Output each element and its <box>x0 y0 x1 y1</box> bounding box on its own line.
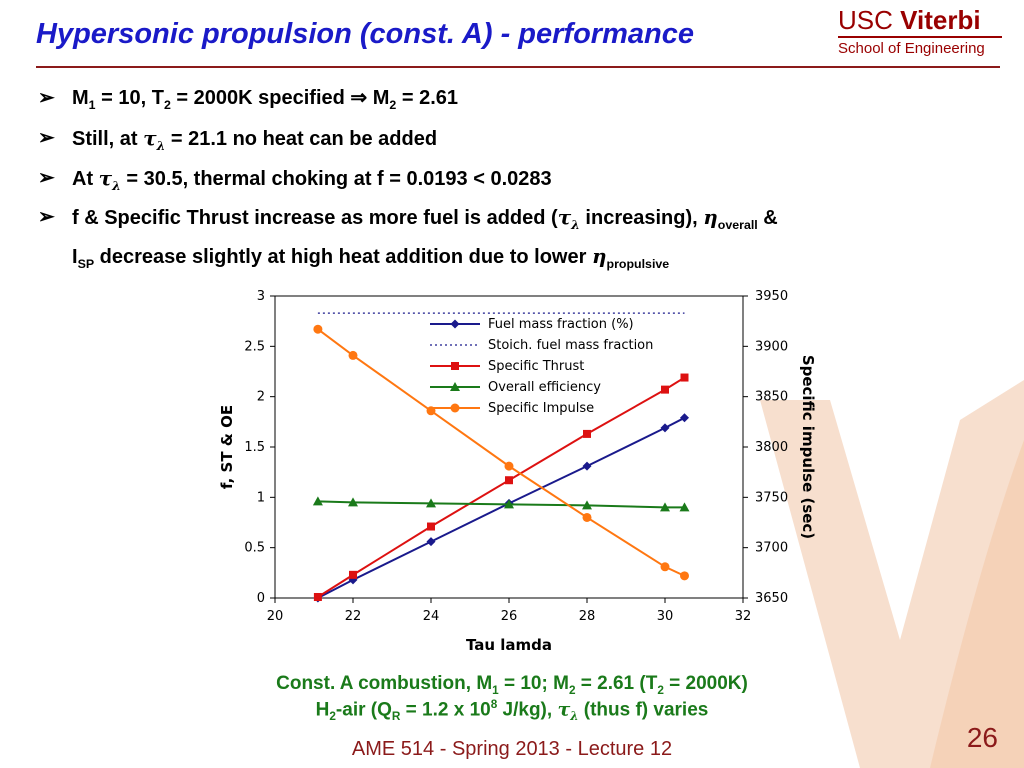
y-tick-label: 1 <box>257 490 265 505</box>
data-point-specific-impulse <box>313 324 323 334</box>
y-tick-label: 1.5 <box>244 440 265 455</box>
bullet-3: ➢ At τλ = 30.5, thermal choking at f = 0… <box>38 162 1008 202</box>
data-point-overall-efficiency <box>660 502 670 512</box>
arrow-bullet-icon: ➢ <box>38 167 55 189</box>
x-tick-label: 24 <box>423 609 440 624</box>
data-point-fuel-mass-fraction <box>426 537 436 547</box>
bullet-2: ➢ Still, at τλ = 21.1 no heat can be add… <box>38 122 1008 162</box>
data-point-overall-efficiency <box>504 499 514 509</box>
legend-label-overall-efficiency: Overall efficiency <box>488 380 601 395</box>
slide-title: Hypersonic propulsion (const. A) - perfo… <box>36 18 694 50</box>
legend-marker-specific-impulse <box>450 403 460 413</box>
y-tick-label: 0.5 <box>244 541 265 556</box>
y-tick-label: 0 <box>257 591 265 606</box>
arrow-bullet-icon: ➢ <box>38 87 55 109</box>
data-point-specific-impulse <box>680 571 689 581</box>
page-number: 26 <box>966 722 998 753</box>
title-divider <box>36 66 1000 68</box>
series-line-fuel-mass-fraction <box>317 416 685 599</box>
bullet-1: ➢ M1 = 10, T2 = 2000K specified ⇒ M2 = 2… <box>38 82 1008 122</box>
footer-text: AME 514 - Spring 2013 - Lecture 12 <box>351 738 673 760</box>
legend-label-specific-thrust: Specific Thrust <box>488 359 584 374</box>
data-point-overall-efficiency <box>426 498 436 508</box>
data-point-specific-thrust <box>583 429 591 438</box>
y2-tick-label: 3800 <box>755 440 788 455</box>
data-point-specific-impulse <box>582 512 592 522</box>
y2-tick-label: 3950 <box>755 289 788 304</box>
x-tick-label: 20 <box>267 609 284 624</box>
arrow-bullet-icon: ➢ <box>38 127 55 149</box>
legend-label-stoich-fuel-mass-fraction: Stoich. fuel mass fraction <box>488 338 653 353</box>
data-point-overall-efficiency <box>348 497 358 507</box>
y-tick-label: 2.5 <box>244 339 265 354</box>
y2-tick-label: 3850 <box>755 390 788 405</box>
data-point-specific-thrust <box>313 592 322 601</box>
data-point-specific-impulse <box>348 350 358 360</box>
y2-tick-label: 3750 <box>755 490 788 505</box>
y2-tick-label: 3700 <box>755 541 788 556</box>
y-tick-label: 3 <box>257 289 265 304</box>
caption-line-1: Const. A combustion, M1 = 10; M2 = 2.61 … <box>276 673 748 697</box>
legend-marker-overall-efficiency <box>450 382 460 391</box>
data-point-fuel-mass-fraction <box>680 413 689 423</box>
x-tick-label: 32 <box>735 609 752 624</box>
y2-tick-label: 3900 <box>755 339 788 354</box>
data-point-specific-thrust <box>680 373 689 382</box>
data-point-specific-thrust <box>349 570 357 579</box>
data-point-overall-efficiency <box>312 496 323 506</box>
x-tick-label: 22 <box>345 609 362 624</box>
y-tick-label: 2 <box>257 390 265 405</box>
caption-line-2: H2-air (QR = 1.2 x 108 J/kg), τλ (thus f… <box>315 698 709 724</box>
performance-chart: 20 22 24 26 28 30 32 0 0.5 1 1.5 2 2.5 3 3650 3700 3750 3… <box>218 289 817 654</box>
x-tick-label: 30 <box>657 609 674 624</box>
bullet-4: ➢ f & Specific Thrust increase as more f… <box>38 202 1008 280</box>
y-axis-label: f, ST & OE <box>218 405 236 489</box>
usc-viterbi-logo: USC Viterbi School of Engineering <box>838 6 1004 62</box>
legend-label-specific-impulse: Specific Impulse <box>488 401 594 416</box>
y2-tick-label: 3650 <box>755 591 788 606</box>
legend-marker-specific-thrust <box>451 362 459 370</box>
x-axis-label: Tau lamda <box>466 636 552 654</box>
data-point-specific-impulse <box>504 461 514 471</box>
data-point-fuel-mass-fraction <box>582 461 592 471</box>
data-point-specific-thrust <box>661 385 669 394</box>
arrow-bullet-icon: ➢ <box>38 206 55 228</box>
x-tick-label: 28 <box>579 609 596 624</box>
x-tick-label: 26 <box>501 609 518 624</box>
legend-label-fuel-mass-fraction: Fuel mass fraction (%) <box>488 317 634 332</box>
data-point-specific-thrust <box>505 476 513 485</box>
y2-axis-label: Specific impulse (sec) <box>799 355 817 539</box>
data-point-overall-efficiency <box>582 500 592 510</box>
legend-marker-fuel-mass-fraction <box>450 319 460 329</box>
bullet-list: ➢ M1 = 10, T2 = 2000K specified ⇒ M2 = 2… <box>38 82 1008 280</box>
data-point-specific-impulse <box>660 562 670 572</box>
data-point-specific-thrust <box>427 522 435 531</box>
data-point-fuel-mass-fraction <box>660 423 670 433</box>
data-point-overall-efficiency <box>679 502 690 512</box>
